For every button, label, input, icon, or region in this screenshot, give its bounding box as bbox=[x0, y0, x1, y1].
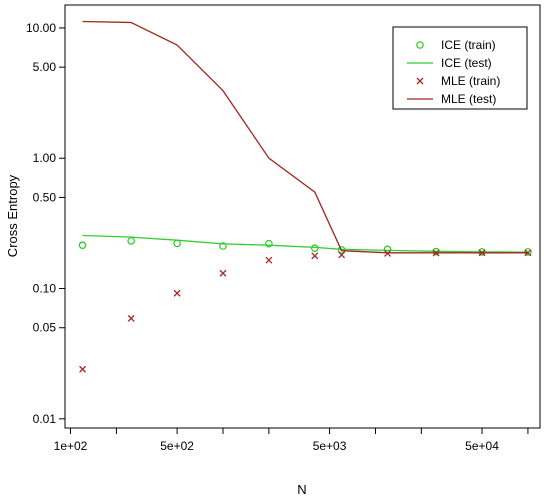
y-axis-label: Cross Entropy bbox=[5, 174, 20, 257]
legend: ICE (train) ICE (test) MLE (train) MLE (tes… bbox=[392, 26, 528, 110]
x-tick-label: 5e+04 bbox=[465, 439, 499, 453]
x-tick-label: 5e+03 bbox=[313, 439, 347, 453]
ice-test-line bbox=[82, 234, 528, 253]
plot-frame bbox=[64, 4, 541, 429]
ice-train-point bbox=[127, 237, 135, 245]
ice-train-point bbox=[78, 241, 87, 250]
y-axis: 0.01 0.05 0.10 0.50 1.00 5.00 10.00 bbox=[26, 21, 65, 426]
mle-train-point bbox=[79, 365, 87, 373]
mle-train-point bbox=[127, 314, 135, 322]
y-tick-label: 5.00 bbox=[33, 60, 57, 74]
mle-train-point bbox=[338, 251, 346, 259]
y-tick-label: 1.00 bbox=[33, 151, 57, 165]
mle-train-point bbox=[219, 269, 227, 277]
y-tick-label: 10.00 bbox=[26, 21, 56, 35]
mle-test-legend-label: MLE (test) bbox=[441, 92, 496, 106]
series-layer bbox=[78, 20, 532, 373]
y-tick-label: 0.50 bbox=[33, 190, 57, 204]
ice-train-point bbox=[173, 239, 181, 248]
ice-train-point bbox=[219, 242, 227, 250]
ice-train-legend-swatch bbox=[416, 41, 424, 49]
mle-train-legend-swatch bbox=[416, 77, 424, 85]
mle-test-line bbox=[82, 20, 528, 254]
legend-box bbox=[392, 26, 528, 110]
mle-train-point bbox=[265, 256, 273, 264]
ice-train-legend-label: ICE (train) bbox=[441, 38, 496, 52]
ice-test-legend-label: ICE (test) bbox=[441, 56, 492, 70]
mle-train-point bbox=[173, 289, 181, 297]
x-axis: 1e+02 5e+02 5e+03 5e+04 bbox=[54, 428, 529, 453]
y-tick-label: 0.01 bbox=[33, 412, 57, 426]
ice-train-point bbox=[265, 239, 273, 248]
mle-train-point bbox=[311, 252, 319, 260]
x-axis-label: N bbox=[297, 482, 306, 497]
y-tick-label: 0.05 bbox=[33, 321, 57, 335]
mle-train-legend-label: MLE (train) bbox=[441, 74, 500, 88]
x-tick-label: 1e+02 bbox=[54, 439, 88, 453]
y-tick-label: 0.10 bbox=[33, 282, 57, 296]
x-tick-label: 5e+02 bbox=[160, 439, 194, 453]
mle-train-point bbox=[524, 249, 532, 257]
